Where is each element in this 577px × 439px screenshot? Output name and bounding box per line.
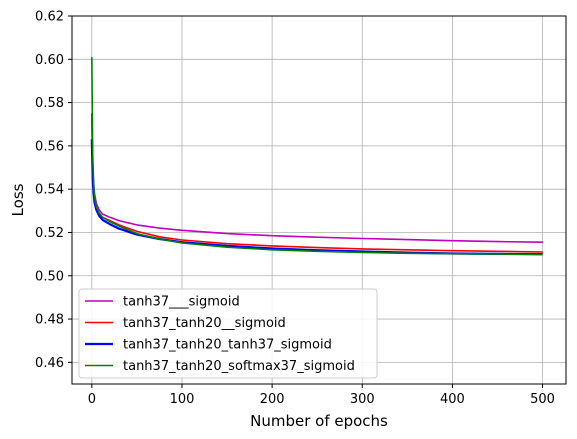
series-line-4 [91, 57, 543, 256]
x-tick-label: 500 [530, 392, 555, 407]
series-lines [90, 57, 543, 256]
y-tick-label: 0.60 [35, 53, 64, 68]
y-tick-label: 0.48 [35, 313, 64, 328]
legend-label-3: tanh37_tanh20_tanh37_sigmoid [123, 338, 332, 353]
axis-ticks: 0 100 200 300 400 500 0.46 0.48 0.50 0.52 0.54 0.56… [35, 10, 555, 408]
y-tick-label: 0.50 [35, 269, 64, 284]
x-tick-label: 100 [170, 392, 195, 407]
y-tick-label: 0.52 [35, 226, 64, 241]
legend-label-4: tanh37_tanh20_softmax37_sigmoid [123, 359, 355, 374]
y-tick-label: 0.56 [35, 139, 64, 154]
x-tick-label: 200 [260, 392, 285, 407]
y-tick-label: 0.58 [35, 96, 64, 111]
legend: tanh37___sigmoid tanh37_tanh20__sigmoidta… [78, 288, 378, 379]
x-axis-title: Number of epochs [250, 412, 388, 430]
y-tick-label: 0.46 [35, 356, 64, 371]
x-tick-label: 300 [350, 392, 375, 407]
legend-label-2: tanh37_tanh20__sigmoid [123, 316, 286, 331]
y-tick-label: 0.54 [35, 183, 64, 198]
plot-frame [71, 15, 567, 385]
y-tick-label: 0.62 [35, 10, 64, 25]
y-axis-title: Loss [9, 183, 27, 216]
legend-label-1: tanh37___sigmoid [123, 295, 240, 310]
legend-box [78, 288, 378, 379]
x-tick-label: 0 [88, 392, 96, 407]
x-tick-label: 400 [440, 392, 465, 407]
